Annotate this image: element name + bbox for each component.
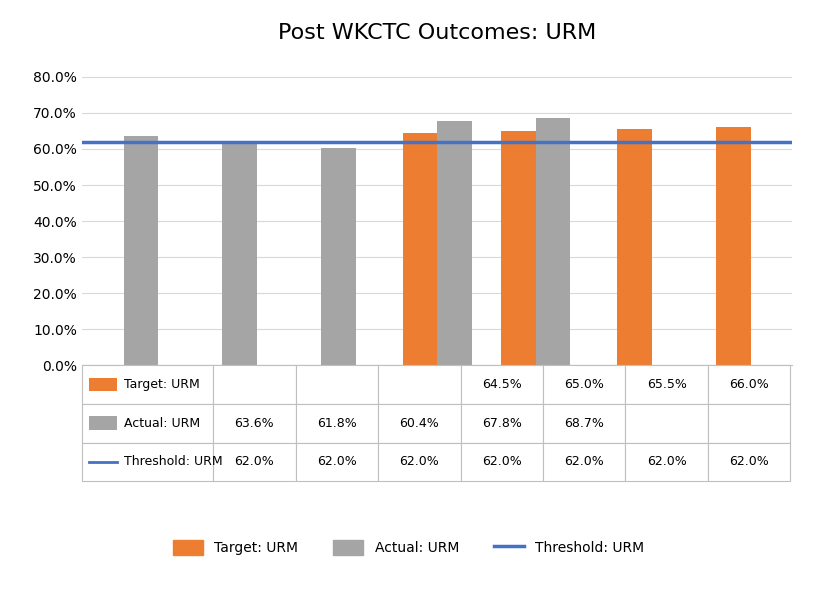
Bar: [543, 442, 626, 481]
Bar: [708, 442, 790, 481]
Bar: [222, 143, 257, 365]
Text: 66.0%: 66.0%: [730, 378, 769, 391]
Bar: [213, 365, 296, 404]
Text: 64.5%: 64.5%: [482, 378, 521, 391]
Bar: [716, 127, 751, 365]
Bar: [543, 365, 626, 404]
Bar: [461, 442, 543, 481]
Text: 62.0%: 62.0%: [482, 455, 521, 468]
Bar: [82, 442, 213, 481]
Bar: [461, 404, 543, 442]
Text: 62.0%: 62.0%: [317, 455, 357, 468]
Text: 62.0%: 62.0%: [400, 455, 440, 468]
Text: 65.0%: 65.0%: [565, 378, 604, 391]
Bar: [708, 404, 790, 442]
Bar: [296, 442, 378, 481]
Bar: [708, 365, 790, 404]
Bar: [502, 131, 536, 365]
Text: 60.4%: 60.4%: [400, 417, 440, 430]
Text: 65.5%: 65.5%: [647, 378, 686, 391]
Text: 61.8%: 61.8%: [317, 417, 357, 430]
Bar: [123, 136, 158, 365]
Bar: [543, 404, 626, 442]
Text: 62.0%: 62.0%: [565, 455, 604, 468]
Bar: [213, 442, 296, 481]
Bar: [378, 365, 461, 404]
Bar: [378, 442, 461, 481]
Bar: [626, 442, 708, 481]
Bar: [296, 365, 378, 404]
Bar: [378, 404, 461, 442]
Bar: [461, 365, 543, 404]
Text: 63.6%: 63.6%: [234, 417, 275, 430]
Legend: Target: URM, Actual: URM, Threshold: URM: Target: URM, Actual: URM, Threshold: URM: [167, 535, 650, 561]
Text: 62.0%: 62.0%: [730, 455, 769, 468]
Text: Actual: URM: Actual: URM: [124, 417, 200, 430]
Text: Threshold: URM: Threshold: URM: [124, 455, 223, 468]
Bar: [82, 365, 213, 404]
Bar: [321, 147, 355, 365]
Bar: [82, 404, 213, 442]
Bar: [89, 416, 118, 430]
Bar: [626, 365, 708, 404]
Text: 62.0%: 62.0%: [647, 455, 686, 468]
Bar: [626, 404, 708, 442]
Bar: [618, 129, 652, 365]
Title: Post WKCTC Outcomes: URM: Post WKCTC Outcomes: URM: [278, 24, 596, 44]
Bar: [89, 378, 118, 391]
Text: Target: URM: Target: URM: [124, 378, 200, 391]
Bar: [437, 121, 471, 365]
Bar: [213, 404, 296, 442]
Text: 62.0%: 62.0%: [234, 455, 275, 468]
Bar: [536, 118, 570, 365]
Bar: [403, 133, 437, 365]
Bar: [296, 404, 378, 442]
Text: 67.8%: 67.8%: [482, 417, 522, 430]
Bar: [89, 455, 118, 469]
Text: 68.7%: 68.7%: [565, 417, 604, 430]
